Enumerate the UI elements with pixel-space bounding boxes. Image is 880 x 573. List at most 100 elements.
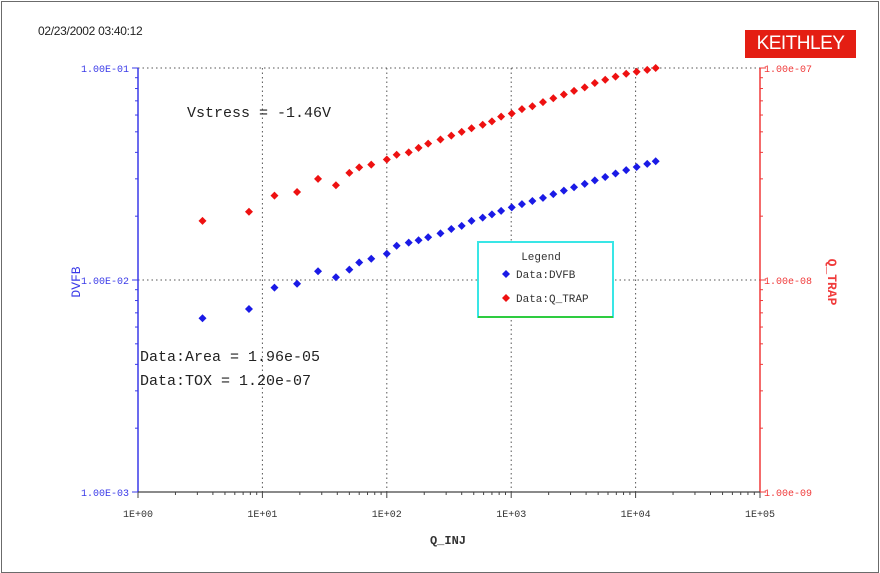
dvfb-point (507, 203, 516, 212)
dvfb-point (590, 176, 599, 185)
dvfb-point (467, 216, 476, 225)
qtrap-point (436, 135, 445, 144)
x-axis-label: Q_INJ (430, 534, 466, 548)
dvfb-point (528, 196, 537, 205)
legend-entry-qtrap: Data:Q_TRAP (516, 294, 589, 306)
dvfb-point (331, 273, 340, 282)
legend-entry-dvfb: Data:DVFB (516, 270, 576, 282)
legend-marker-qtrap (502, 294, 510, 302)
legend: Legend Data:DVFB Data:Q_TRAP (477, 241, 614, 318)
dvfb-point (382, 249, 391, 258)
y-tick-label: 1.00E-03 (81, 489, 129, 500)
dvfb-point (447, 225, 456, 234)
dvfb-point (622, 166, 631, 175)
tox-annotation: Data:TOX = 1.20e-07 (140, 373, 311, 390)
qtrap-point (270, 191, 279, 200)
area-annotation: Data:Area = 1.96e-05 (140, 349, 320, 366)
legend-marker-dvfb (502, 270, 510, 278)
qtrap-point (497, 112, 506, 121)
dvfb-point (517, 200, 526, 209)
qtrap-point (367, 160, 376, 169)
dvfb-point (538, 193, 547, 202)
dvfb-point (293, 279, 302, 288)
qtrap-point (392, 150, 401, 159)
y2-tick-label: 1.00e-08 (764, 277, 812, 288)
qtrap-point (559, 90, 568, 99)
dvfb-point (580, 179, 589, 188)
qtrap-point (293, 188, 302, 197)
dvfb-point (651, 157, 660, 166)
qtrap-point (404, 148, 413, 157)
qtrap-point (580, 83, 589, 92)
qtrap-point (467, 124, 476, 133)
dvfb-point (436, 229, 445, 238)
dvfb-point (270, 283, 279, 292)
x-tick-label: 1E+04 (621, 510, 651, 521)
qtrap-point (424, 139, 433, 148)
y2-tick-label: 1.00e-09 (764, 489, 812, 500)
qtrap-point (447, 131, 456, 140)
x-tick-label: 1E+01 (247, 510, 277, 521)
qtrap-point (632, 67, 641, 76)
qtrap-point (507, 109, 516, 118)
dvfb-point (487, 210, 496, 219)
qtrap-point (314, 174, 323, 183)
y2-tick-label: 1.00e-07 (764, 65, 812, 76)
qtrap-point (590, 78, 599, 87)
qtrap-point (478, 120, 487, 129)
dvfb-point (424, 233, 433, 242)
dvfb-point (643, 159, 652, 168)
qtrap-point (517, 105, 526, 114)
tick-marks (132, 67, 766, 498)
dvfb-point (345, 265, 354, 274)
x-tick-label: 1E+03 (496, 510, 526, 521)
qtrap-point (487, 117, 496, 126)
qtrap-point (611, 72, 620, 81)
dvfb-point (570, 183, 579, 192)
vstress-annotation: Vstress = -1.46V (187, 105, 331, 122)
dvfb-point (601, 173, 610, 182)
dvfb-point (198, 314, 207, 323)
qtrap-point (651, 64, 660, 72)
dvfb-point (392, 241, 401, 250)
qtrap-point (549, 94, 558, 103)
qtrap-point (198, 216, 207, 225)
dvfb-point (497, 206, 506, 215)
qtrap-point (414, 143, 423, 152)
qtrap-point (331, 181, 340, 190)
qtrap-point (244, 207, 253, 216)
y-tick-label: 1.00E-01 (81, 65, 129, 76)
dvfb-point (355, 258, 364, 267)
grid-lines (138, 67, 760, 492)
qtrap-point (382, 155, 391, 164)
dvfb-point (414, 236, 423, 245)
legend-title: Legend (521, 252, 561, 264)
qtrap-point (622, 69, 631, 78)
y2-axis-label: Q_TRAP (824, 259, 839, 306)
x-tick-label: 1E+00 (123, 510, 153, 521)
qtrap-point (570, 86, 579, 95)
data-points (198, 64, 660, 323)
qtrap-point (355, 163, 364, 172)
dvfb-point (367, 254, 376, 263)
x-tick-label: 1E+05 (745, 510, 775, 521)
qtrap-point (345, 168, 354, 177)
dvfb-point (559, 186, 568, 195)
qtrap-point (601, 75, 610, 84)
qtrap-point (538, 98, 547, 107)
y-axis-label: DVFB (69, 266, 84, 297)
dvfb-point (244, 304, 253, 313)
dvfb-point (404, 238, 413, 247)
dvfb-point (549, 190, 558, 199)
qtrap-point (643, 65, 652, 74)
dvfb-point (478, 213, 487, 222)
dvfb-point (314, 267, 323, 276)
x-tick-label: 1E+02 (372, 510, 402, 521)
timestamp: 02/23/2002 03:40:12 (38, 24, 143, 38)
qtrap-point (457, 127, 466, 136)
tick-labels: 1E+00 1E+01 1E+02 1E+03 1E+04 1E+05 1.00E-03 1.… (81, 65, 812, 521)
y-tick-label: 1.00E-02 (81, 277, 129, 288)
keithley-logo: KEITHLEY (745, 30, 856, 58)
